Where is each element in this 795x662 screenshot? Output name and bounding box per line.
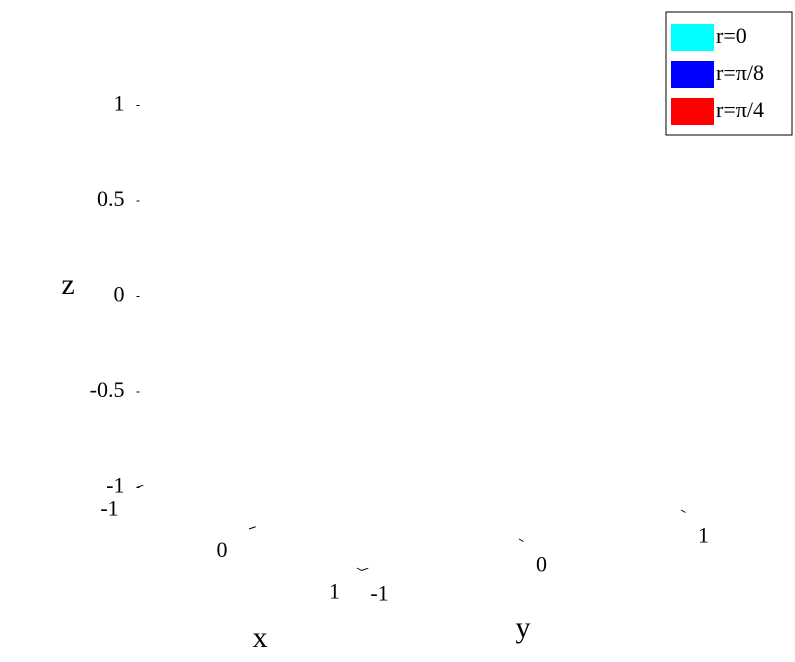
z-tick-label: 0 [114, 282, 125, 307]
x-tick-label: 0 [217, 537, 228, 562]
legend-swatch [671, 61, 714, 88]
legend-swatch [671, 24, 714, 51]
y-axis-label: y [516, 611, 531, 644]
z-tick-label: 0.5 [97, 186, 125, 211]
x-tick [248, 526, 256, 530]
legend-label: r=0 [716, 23, 747, 48]
z-axis-label: z [61, 268, 74, 301]
y-tick [680, 509, 686, 513]
y-tick-label: -1 [370, 581, 388, 606]
y-tick-label: 0 [536, 552, 547, 577]
x-axis-label: x [253, 621, 268, 654]
z-tick-label: 1 [114, 91, 125, 116]
x-tick [361, 567, 369, 571]
legend: r=0 r=π/8 r=π/4 [665, 11, 793, 136]
x-tick-label: -1 [100, 496, 118, 521]
z-tick-label: -0.5 [90, 377, 125, 402]
x-tick [136, 484, 144, 488]
legend-swatch [671, 98, 714, 125]
y-tick [518, 538, 524, 542]
x-tick-label: 1 [329, 579, 340, 604]
legend-label: r=π/4 [716, 97, 764, 122]
legend-label: r=π/8 [716, 60, 764, 85]
y-tick-label: 1 [698, 523, 709, 548]
z-tick-label: -1 [106, 473, 124, 498]
ticks: -1 -0.5 0 0.5 1 -1 0 1 -1 0 1 [90, 91, 709, 606]
y-tick [356, 567, 362, 571]
